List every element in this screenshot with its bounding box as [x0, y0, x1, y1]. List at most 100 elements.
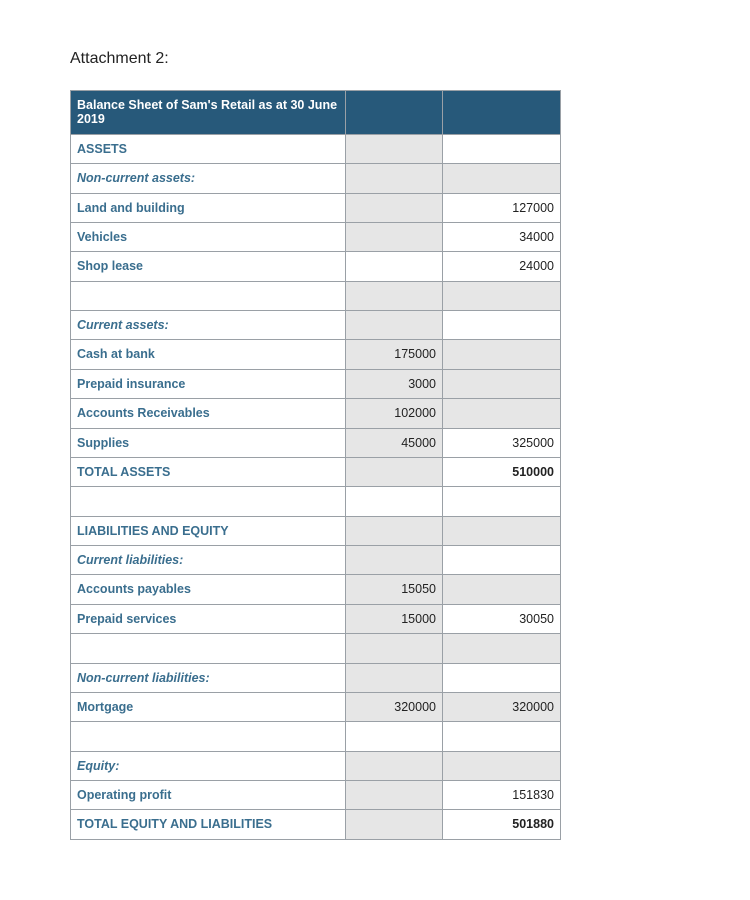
- row-label: Mortgage: [71, 692, 346, 721]
- row-amount-2: [443, 399, 561, 428]
- table-row: Prepaid services1500030050: [71, 604, 561, 633]
- row-label: TOTAL EQUITY AND LIABILITIES: [71, 810, 346, 839]
- row-amount-1: [346, 134, 443, 163]
- row-amount-1: [346, 810, 443, 839]
- table-row: [71, 634, 561, 663]
- table-row: [71, 722, 561, 751]
- row-amount-1: [346, 311, 443, 340]
- row-amount-2: [443, 546, 561, 575]
- row-label: Supplies: [71, 428, 346, 457]
- table-row: Current assets:: [71, 311, 561, 340]
- row-amount-1: [346, 193, 443, 222]
- row-label: Equity:: [71, 751, 346, 780]
- row-amount-2: [443, 311, 561, 340]
- row-label: Land and building: [71, 193, 346, 222]
- table-row: [71, 487, 561, 516]
- row-label: Cash at bank: [71, 340, 346, 369]
- row-amount-1: [346, 457, 443, 486]
- row-amount-2: 30050: [443, 604, 561, 633]
- row-amount-2: 325000: [443, 428, 561, 457]
- table-title-cell: Balance Sheet of Sam's Retail as at 30 J…: [71, 91, 346, 135]
- table-row: Accounts Receivables102000: [71, 399, 561, 428]
- row-amount-2: 501880: [443, 810, 561, 839]
- table-row: Non-current liabilities:: [71, 663, 561, 692]
- page-title: Attachment 2:: [70, 50, 680, 68]
- page: Attachment 2: Balance Sheet of Sam's Ret…: [0, 0, 750, 900]
- table-row: TOTAL ASSETS 510000: [71, 457, 561, 486]
- row-amount-2: 24000: [443, 252, 561, 281]
- row-amount-2: 320000: [443, 692, 561, 721]
- row-amount-1: 320000: [346, 692, 443, 721]
- table-row: Supplies45000325000: [71, 428, 561, 457]
- row-amount-1: [346, 281, 443, 310]
- table-row: Cash at bank175000: [71, 340, 561, 369]
- row-label: Non-current liabilities:: [71, 663, 346, 692]
- row-amount-1: 175000: [346, 340, 443, 369]
- row-label: Operating profit: [71, 781, 346, 810]
- row-amount-1: [346, 634, 443, 663]
- row-amount-2: [443, 487, 561, 516]
- row-label: Vehicles: [71, 222, 346, 251]
- row-amount-2: [443, 575, 561, 604]
- row-amount-1: [346, 222, 443, 251]
- table-row: Non-current assets:: [71, 164, 561, 193]
- row-label: TOTAL ASSETS: [71, 457, 346, 486]
- table-row: Equity:: [71, 751, 561, 780]
- row-label: [71, 722, 346, 751]
- row-amount-2: 151830: [443, 781, 561, 810]
- row-label: Prepaid insurance: [71, 369, 346, 398]
- table-row: Shop lease 24000: [71, 252, 561, 281]
- row-amount-1: [346, 516, 443, 545]
- table-row: Accounts payables15050: [71, 575, 561, 604]
- table-row: Operating profit 151830: [71, 781, 561, 810]
- row-amount-1: [346, 487, 443, 516]
- row-amount-2: 34000: [443, 222, 561, 251]
- row-amount-2: [443, 722, 561, 751]
- row-amount-1: 3000: [346, 369, 443, 398]
- table-row: Current liabilities:: [71, 546, 561, 575]
- row-amount-1: [346, 252, 443, 281]
- row-label: Accounts Receivables: [71, 399, 346, 428]
- row-amount-2: 127000: [443, 193, 561, 222]
- row-label: [71, 487, 346, 516]
- row-amount-2: [443, 634, 561, 663]
- table-row: LIABILITIES AND EQUITY: [71, 516, 561, 545]
- table-row: Land and building 127000: [71, 193, 561, 222]
- table-header-row: Balance Sheet of Sam's Retail as at 30 J…: [71, 91, 561, 135]
- table-row: Vehicles 34000: [71, 222, 561, 251]
- row-amount-1: [346, 722, 443, 751]
- row-amount-2: 510000: [443, 457, 561, 486]
- row-amount-2: [443, 340, 561, 369]
- table-row: [71, 281, 561, 310]
- table-row: TOTAL EQUITY AND LIABILITIES 501880: [71, 810, 561, 839]
- table-row: Prepaid insurance3000: [71, 369, 561, 398]
- table-row: ASSETS: [71, 134, 561, 163]
- row-label: LIABILITIES AND EQUITY: [71, 516, 346, 545]
- row-label: Current assets:: [71, 311, 346, 340]
- row-amount-2: [443, 134, 561, 163]
- row-label: ASSETS: [71, 134, 346, 163]
- row-label: Prepaid services: [71, 604, 346, 633]
- row-label: Current liabilities:: [71, 546, 346, 575]
- row-amount-2: [443, 281, 561, 310]
- row-amount-2: [443, 164, 561, 193]
- row-amount-1: [346, 164, 443, 193]
- row-label: Shop lease: [71, 252, 346, 281]
- row-label: [71, 281, 346, 310]
- row-amount-1: 15000: [346, 604, 443, 633]
- row-amount-1: 102000: [346, 399, 443, 428]
- table-header-cell: [346, 91, 443, 135]
- row-label: Non-current assets:: [71, 164, 346, 193]
- row-amount-1: [346, 781, 443, 810]
- row-amount-1: [346, 751, 443, 780]
- row-amount-1: 45000: [346, 428, 443, 457]
- table-row: Mortgage320000320000: [71, 692, 561, 721]
- row-amount-1: 15050: [346, 575, 443, 604]
- row-label: [71, 634, 346, 663]
- row-label: Accounts payables: [71, 575, 346, 604]
- row-amount-2: [443, 516, 561, 545]
- row-amount-1: [346, 663, 443, 692]
- row-amount-1: [346, 546, 443, 575]
- row-amount-2: [443, 751, 561, 780]
- table-header-cell: [443, 91, 561, 135]
